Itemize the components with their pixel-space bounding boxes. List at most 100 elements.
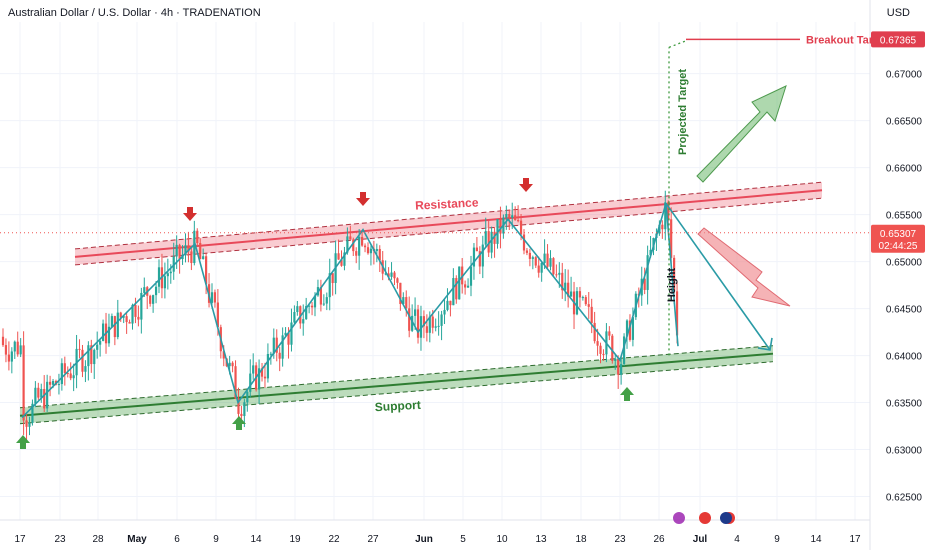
candle-body xyxy=(87,345,90,367)
candle-body xyxy=(340,259,343,266)
candle-body xyxy=(228,362,231,367)
candle-body xyxy=(608,331,611,336)
candle-body xyxy=(675,291,679,336)
candle-body xyxy=(519,220,523,235)
breakout-target-price-tag xyxy=(871,31,925,48)
candle-body xyxy=(63,363,66,374)
candle-body xyxy=(252,365,255,374)
candle-body xyxy=(667,202,670,220)
x-tick-label: May xyxy=(127,534,147,545)
candle-body xyxy=(617,358,620,375)
y-tick-label: 0.67000 xyxy=(886,70,923,81)
candle-body xyxy=(661,224,664,230)
candle-body xyxy=(48,381,52,385)
zigzag-pattern xyxy=(21,203,679,419)
candle-body xyxy=(487,231,490,253)
candle-body xyxy=(163,276,166,289)
candle-body xyxy=(466,285,470,288)
candle-body xyxy=(499,219,502,234)
candle-body xyxy=(140,292,143,320)
candle-body xyxy=(260,368,264,377)
resistance-upper-dashed xyxy=(74,181,823,250)
candle-body xyxy=(587,304,590,307)
candle-body xyxy=(596,341,599,346)
candle-body xyxy=(199,242,202,260)
candle-body xyxy=(287,332,290,345)
candle-body xyxy=(481,244,484,267)
bearish-arrow xyxy=(697,227,791,307)
candle-body xyxy=(452,278,455,306)
candle-body xyxy=(664,202,667,230)
candle-body xyxy=(46,381,49,409)
candle-body xyxy=(19,345,22,355)
candle-body xyxy=(625,320,629,337)
candle-body xyxy=(396,278,399,283)
candle-body xyxy=(419,316,423,338)
candle-body xyxy=(363,245,367,248)
candle-body xyxy=(205,256,208,285)
candle-body xyxy=(122,316,125,318)
candle-body xyxy=(157,267,161,287)
candle-body xyxy=(51,381,55,385)
candle-body xyxy=(290,322,293,345)
candle-body xyxy=(393,272,396,279)
x-tick-label: 17 xyxy=(849,534,861,545)
candle-body xyxy=(272,337,275,354)
candle-body xyxy=(284,332,287,336)
x-tick-label: 18 xyxy=(575,534,587,545)
candle-body xyxy=(413,309,417,316)
y-tick-label: 0.66500 xyxy=(886,117,923,128)
candle-body xyxy=(628,320,632,340)
candle-body xyxy=(196,230,199,243)
candle-body xyxy=(537,265,540,273)
candle-body xyxy=(599,345,602,354)
y-tick-label: 0.65000 xyxy=(886,258,923,269)
candle-body xyxy=(416,309,420,338)
y-tick-label: 0.62500 xyxy=(886,493,923,504)
candle-body xyxy=(408,308,411,331)
candle-body xyxy=(558,272,561,275)
candle-body xyxy=(57,384,61,386)
candle-body xyxy=(525,250,529,253)
x-tick-label: 4 xyxy=(734,534,740,545)
candle-body xyxy=(578,291,582,298)
currency-label: USD xyxy=(886,7,910,19)
x-tick-label: 5 xyxy=(460,534,466,545)
candle-body xyxy=(319,287,322,305)
candle-body xyxy=(534,257,537,266)
candle-body xyxy=(101,323,105,341)
projected-leg xyxy=(665,202,771,351)
candle-countdown: 02:44:25 xyxy=(879,241,918,252)
candle-body xyxy=(81,349,84,372)
resistance-touch-arrow xyxy=(356,192,370,206)
candle-body xyxy=(31,403,34,424)
projected-target-cap xyxy=(668,40,687,48)
projected-target-label: Projected Target xyxy=(677,69,689,155)
candle-body xyxy=(210,292,214,303)
candle-body xyxy=(375,248,378,252)
candle-body xyxy=(40,388,43,398)
event-flag-icon xyxy=(699,512,711,524)
candle-body xyxy=(293,312,296,323)
x-tick-label: 14 xyxy=(810,534,822,545)
candle-body xyxy=(531,257,534,259)
channel-zones xyxy=(19,181,823,425)
candle-body xyxy=(540,262,543,273)
x-tick-label: 26 xyxy=(653,534,665,545)
candle-body xyxy=(402,297,405,305)
y-tick-label: 0.65500 xyxy=(886,211,923,222)
support-line xyxy=(19,352,774,417)
candle-body xyxy=(472,247,476,267)
pattern-lines xyxy=(0,38,870,419)
candle-body xyxy=(343,252,346,266)
candle-body xyxy=(178,244,181,260)
candle-body xyxy=(358,236,361,256)
candle-body xyxy=(517,220,520,222)
x-tick-label: 23 xyxy=(614,534,626,545)
candle-body xyxy=(243,402,246,417)
candle-body xyxy=(78,348,81,350)
candle-body xyxy=(4,345,8,355)
candle-body xyxy=(137,316,140,320)
x-tick-label: 10 xyxy=(496,534,508,545)
